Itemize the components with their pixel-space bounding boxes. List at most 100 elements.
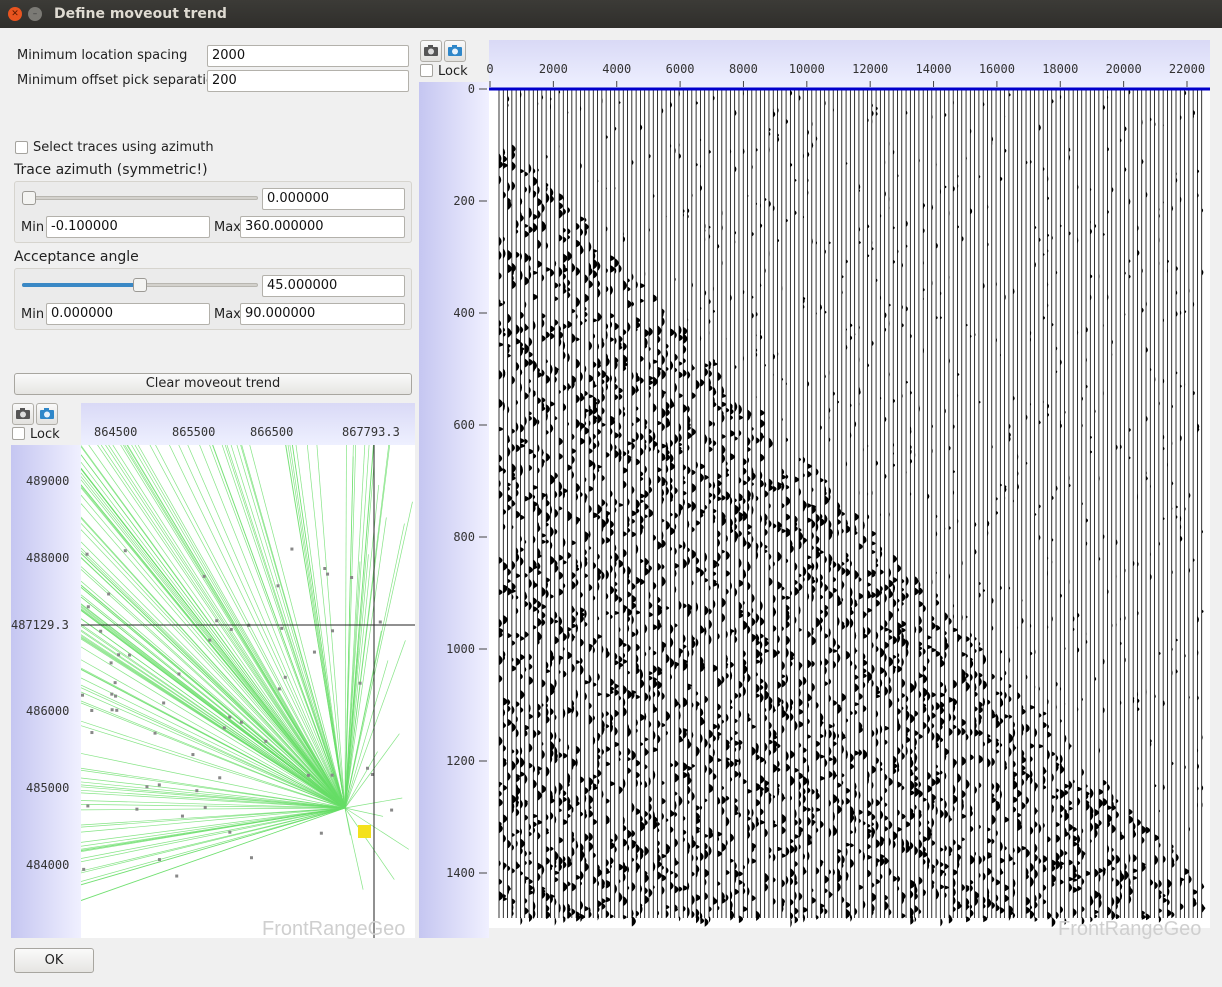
seismic-wiggle-fill [1017, 812, 1022, 818]
seismic-wiggle-fill [1137, 698, 1140, 704]
seismic-wiggle-fill [1021, 598, 1023, 602]
seismic-wiggle-fill [764, 882, 769, 892]
seismic-wiggle-fill [760, 453, 765, 462]
seismic-wiggle-fill [1201, 609, 1204, 614]
azimuth-slider-track[interactable] [22, 196, 258, 200]
seismic-wiggle-fill [1171, 206, 1173, 212]
acceptance-value-field[interactable]: 45.000000 [262, 275, 405, 297]
seismic-wiggle-fill [1180, 434, 1182, 442]
map-x-axis [81, 403, 415, 445]
seismic-wiggle-fill [978, 701, 983, 709]
seismic-wiggle-fill [700, 626, 705, 634]
seismic-wiggle-fill [1047, 556, 1049, 560]
seismic-wiggle-fill [610, 528, 614, 537]
seismic-wiggle-fill [1158, 908, 1162, 914]
seismic-wiggle-fill [593, 736, 596, 746]
seismic-wiggle-fill [846, 617, 850, 629]
seismic-wiggle-fill [606, 225, 608, 233]
seismic-wiggle-fill [730, 736, 733, 742]
seismic-wiggle-fill [537, 569, 542, 576]
seismic-wiggle-fill [593, 433, 596, 440]
seismic-wiggle-fill [1077, 786, 1082, 792]
seismic-wiggle-fill [511, 844, 515, 851]
seismic-wiggle-fill [700, 656, 704, 666]
seismic-wiggle-fill [674, 147, 676, 154]
seismic-wiggle-fill [533, 900, 536, 912]
seismic-wiggle-fill [584, 856, 587, 866]
seismic-wiggle-fill [923, 673, 928, 684]
seismic-wiggle-fill [511, 443, 515, 452]
seismic-wiggle-fill [704, 228, 706, 233]
clear-moveout-trend-button[interactable]: Clear moveout trend [14, 373, 412, 395]
azimuth-slider-handle[interactable] [22, 191, 36, 205]
seismic-wiggle-fill [756, 683, 760, 694]
seismic-wiggle-fill [863, 749, 868, 760]
camera-icon[interactable] [12, 403, 34, 425]
seismic-wiggle-fill [841, 744, 844, 755]
seismic-wiggle-fill [910, 916, 914, 925]
min-offset-sep-field[interactable]: 200 [207, 70, 409, 92]
seismic-wiggle-fill [627, 757, 631, 762]
seismic-wiggle-fill [571, 663, 575, 673]
snapshot-icon[interactable] [444, 40, 466, 62]
seismic-wiggle-fill [756, 352, 758, 358]
seismic-wiggle-fill [726, 336, 727, 342]
seismic-wiggle-fill [863, 900, 866, 910]
map-ray [344, 517, 387, 809]
seismic-wiggle-fill [824, 875, 829, 884]
seismic-wiggle-fill [563, 583, 566, 589]
seismic-wiggle-fill [593, 562, 597, 570]
seismic-wiggle-fill [533, 190, 537, 197]
seismic-wiggle-fill [644, 270, 646, 278]
acceptance-min-field[interactable]: 0.000000 [46, 303, 210, 325]
seismic-wiggle-fill [760, 684, 764, 691]
seismic-wiggle-fill [713, 493, 716, 501]
seismic-wiggle-fill [683, 333, 688, 344]
seismic-wiggle-fill [764, 481, 767, 489]
azimuth-max-field[interactable]: 360.000000 [240, 216, 405, 238]
seismic-wiggle-fill [756, 202, 758, 206]
min-location-spacing-field[interactable]: 2000 [207, 45, 409, 67]
seismic-wiggle-fill [584, 274, 589, 284]
acceptance-max-field[interactable]: 90.000000 [240, 303, 405, 325]
seismic-wiggle-fill [923, 604, 926, 613]
minimize-icon[interactable]: – [28, 7, 42, 21]
seismic-wiggle-fill [537, 397, 541, 405]
seismic-wiggle-fill [657, 466, 662, 473]
seismic-wiggle-fill [520, 846, 523, 855]
seismic-wiggle-fill [563, 281, 566, 293]
seismic-wiggle-fill [610, 442, 613, 453]
seismic-wiggle-fill [876, 738, 879, 748]
seismic-wiggle-fill [876, 726, 879, 737]
azimuth-min-field[interactable]: -0.100000 [46, 216, 210, 238]
seismic-wiggle-fill [644, 567, 650, 577]
camera-icon[interactable] [420, 40, 442, 62]
seismic-wiggle-fill [567, 630, 570, 640]
seismic-wiggle-fill [987, 204, 989, 210]
acceptance-slider-handle[interactable] [133, 278, 147, 292]
seismic-wiggle-fill [884, 900, 889, 911]
seismic-view[interactable]: 0 2000 4000 6000 8000 10000 12000 14000 16000 180… [419, 40, 1219, 938]
seismic-wiggle-fill [576, 842, 579, 850]
ok-button[interactable]: OK [14, 948, 94, 973]
seismic-wiggle-fill [550, 731, 554, 741]
seismic-wiggle-fill [683, 213, 684, 218]
seismic-wiggle-fill [580, 900, 584, 911]
seismic-wiggle-fill [661, 494, 664, 506]
seismic-wiggle-fill [627, 723, 630, 734]
seismic-lock-checkbox[interactable] [420, 64, 433, 77]
seismic-wiggle-fill [648, 776, 651, 787]
seismic-wiggle-fill [713, 395, 715, 407]
seismic-wiggle-fill [700, 473, 704, 483]
seismic-wiggle-fill [786, 513, 791, 521]
map-lock-checkbox[interactable] [12, 427, 25, 440]
map-view[interactable] [81, 445, 415, 938]
close-icon[interactable]: ✕ [8, 7, 22, 21]
seismic-wiggle-fill [820, 573, 823, 582]
seismic-wiggle-fill [516, 607, 519, 615]
azimuth-value-field[interactable]: 0.000000 [262, 188, 405, 210]
snapshot-icon[interactable] [36, 403, 58, 425]
seismic-wiggle-fill [546, 499, 550, 507]
seismic-wiggle-fill [597, 880, 600, 887]
select-azimuth-checkbox[interactable] [15, 141, 28, 154]
